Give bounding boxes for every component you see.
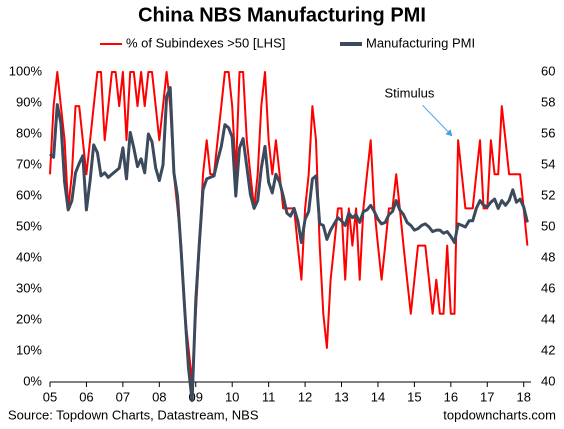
- y-tick-label: 90%: [16, 94, 42, 109]
- annotation-arrowhead: [445, 129, 453, 137]
- y-tick-label: 30%: [16, 280, 42, 295]
- series-line: [49, 71, 529, 383]
- y-tick-label: 10%: [16, 342, 42, 357]
- x-tick-label: 18: [516, 389, 530, 404]
- x-tick-label: 10: [225, 389, 239, 404]
- y2-tick-label: 54: [541, 156, 555, 171]
- y2-tick-label: 44: [541, 311, 555, 326]
- x-tick-label: 08: [152, 389, 166, 404]
- annotation-arrow: [422, 104, 451, 135]
- x-tick-label: 07: [116, 389, 130, 404]
- x-tick-label: 12: [298, 389, 312, 404]
- y-tick-label: 100%: [9, 63, 43, 78]
- y-tick-label: 40%: [16, 249, 42, 264]
- y-tick-label: 50%: [16, 218, 42, 233]
- x-tick-label: 17: [480, 389, 494, 404]
- y2-tick-label: 48: [541, 249, 555, 264]
- series-line: [49, 86, 529, 403]
- x-tick-label: 16: [444, 389, 458, 404]
- credit: topdowncharts.com: [443, 407, 556, 422]
- source: Source: Topdown Charts, Datastream, NBS: [8, 407, 259, 422]
- legend-label: % of Subindexes >50 [LHS]: [126, 35, 285, 50]
- x-tick-label: 13: [334, 389, 348, 404]
- y2-tick-label: 42: [541, 342, 555, 357]
- y2-tick-label: 60: [541, 63, 555, 78]
- chart-title: China NBS Manufacturing PMI: [138, 4, 426, 26]
- y2-tick-label: 50: [541, 218, 555, 233]
- y2-tick-label: 46: [541, 280, 555, 295]
- y2-tick-label: 58: [541, 94, 555, 109]
- y2-tick-label: 56: [541, 125, 555, 140]
- annotation: Stimulus: [384, 86, 434, 101]
- x-tick-label: 14: [371, 389, 385, 404]
- y-tick-label: 60%: [16, 187, 42, 202]
- y2-tick-label: 40: [541, 373, 555, 388]
- x-tick-label: 06: [79, 389, 93, 404]
- x-tick-label: 05: [43, 389, 57, 404]
- y-tick-label: 70%: [16, 156, 42, 171]
- x-tick-label: 11: [262, 389, 276, 404]
- x-tick-label: 15: [407, 389, 421, 404]
- y2-tick-label: 52: [541, 187, 555, 202]
- y-tick-label: 0%: [23, 373, 42, 388]
- y-tick-label: 80%: [16, 125, 42, 140]
- legend-label: Manufacturing PMI: [366, 35, 475, 50]
- y-tick-label: 20%: [16, 311, 42, 326]
